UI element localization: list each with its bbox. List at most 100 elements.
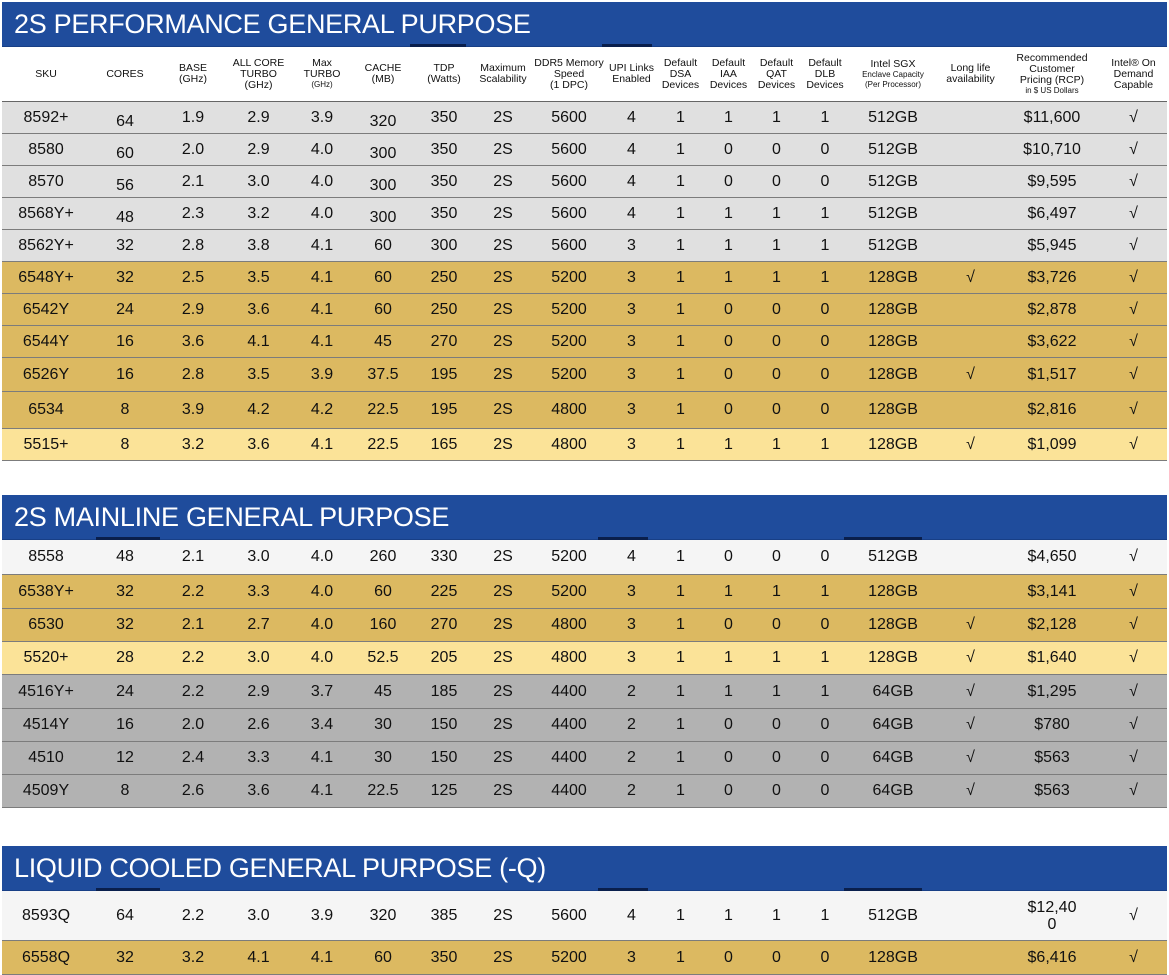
cell-iaa: 1 [724,682,733,700]
table-row: 6548Y+ 32 2.5 3.5 4.1 60 250 2S 5200 3 1 1 1 1 128GB √ $… [2,262,1167,294]
cell-cache: 300 [369,145,397,162]
cell-dsa: 1 [676,172,685,190]
cell-dlb: 0 [820,749,830,766]
column-header-ddr5-speed: DDR5 Memory Speed (1 DPC) [531,47,607,101]
header-marker [844,537,922,540]
cell-sku: 6544Y [22,332,70,350]
cell-long-life: √ [966,682,975,700]
cell-cache: 30 [374,716,392,733]
cell-upi-links: 4 [627,548,636,565]
cell-cores: 12 [116,749,134,766]
cell-qat: 0 [772,300,781,318]
cell-scalability: 2S [493,716,513,733]
cell-iaa: 0 [724,172,733,190]
cell-cache: 60 [374,300,392,318]
cell-cache: 22.5 [367,435,399,453]
table-body: 8592+ 64 1.9 2.9 3.9 320 350 2S 5600 4 1 1 1 1 512GB $1… [2,102,1167,461]
cell-scalability: 2S [493,401,513,418]
cell-tdp: 270 [430,616,458,633]
cell-dsa: 1 [676,401,685,418]
column-header-scalability: Maximum Scalability [475,47,531,101]
cell-sgx-capacity: 512GB [868,906,918,924]
cell-rcp-price: $3,726 [1027,268,1077,286]
cell-long-life [937,134,1004,165]
cell-qat: 1 [772,582,781,600]
cell-scalability: 2S [493,616,513,633]
cell-base: 2.2 [181,682,205,700]
cell-scalability: 2S [493,172,513,190]
cell-allcore: 2.6 [247,716,270,733]
cell-allcore: 3.5 [247,268,270,286]
cell-ddr5-speed: 5600 [551,906,587,924]
cell-scalability: 2S [493,300,513,318]
cell-sgx-capacity: 128GB [868,616,918,633]
cell-tdp: 350 [430,108,458,126]
cell-base: 2.1 [181,616,205,633]
cell-on-demand: √ [1129,649,1138,666]
cell-long-life [937,575,1004,608]
cell-dlb: 0 [820,401,830,418]
cell-dsa: 1 [676,749,685,766]
cell-qat: 0 [772,401,781,418]
cell-maxturbo: 4.1 [310,300,334,318]
cell-base: 2.2 [181,906,205,924]
table-row: 5520+ 28 2.2 3.0 4.0 52.5 205 2S 4800 3 1 1 1 1 128GB √… [2,642,1167,675]
column-header-label: Default DSA Devices [661,56,700,91]
cell-cache: 160 [369,616,397,633]
cell-scalability: 2S [493,140,513,158]
cell-dsa: 1 [676,140,685,158]
cell-allcore: 3.6 [247,300,270,318]
cell-qat: 0 [772,365,781,383]
cell-rcp-price: $1,099 [1027,435,1077,453]
cell-maxturbo: 4.1 [310,236,334,254]
column-header-label: Default IAA Devices [709,56,748,91]
cell-cache: 45 [374,682,392,700]
column-header-upi-links: UPI Links Enabled [607,47,656,101]
cell-tdp: 185 [430,682,458,700]
cell-on-demand: √ [1129,401,1138,418]
cell-sgx-capacity: 128GB [868,365,918,383]
cell-sgx-capacity: 64GB [872,749,914,766]
cell-sku: 4510 [28,749,64,766]
cell-cores: 32 [116,616,134,633]
cell-allcore: 3.3 [247,582,270,600]
cell-sku: 6534 [28,401,64,418]
cell-cores: 64 [116,113,134,130]
cell-on-demand: √ [1129,906,1138,924]
cell-sgx-capacity: 512GB [868,172,918,190]
cell-base: 2.3 [181,204,205,222]
column-header-label: Long life availability [946,62,995,85]
cell-scalability: 2S [493,906,513,924]
table-row: 8568Y+ 48 2.3 3.2 4.0 300 350 2S 5600 4 1 1 1 1 512GB $… [2,198,1167,230]
cell-base: 2.1 [181,548,205,565]
cell-iaa: 0 [724,716,733,733]
cell-dsa: 1 [676,716,685,733]
cell-dsa: 1 [676,948,685,966]
table-body: 8558 48 2.1 3.0 4.0 260 330 2S 5200 4 1 0 0 0 512GB $4,… [2,540,1167,808]
table-row: 6526Y 16 2.8 3.5 3.9 37.5 195 2S 5200 3 1 0 0 0 128GB √… [2,358,1167,392]
cell-maxturbo: 4.1 [310,268,334,286]
cell-cache: 45 [374,332,392,350]
cell-on-demand: √ [1129,435,1138,453]
table-row: 4516Y+ 24 2.2 2.9 3.7 45 185 2S 4400 2 1 1 1 1 64GB √ $1… [2,675,1167,709]
cell-sku: 8558 [28,548,64,565]
column-header-row: SKU CORES BASE (GHz) ALL CORE TURBO (GHz) Ma… [2,47,1167,102]
cell-tdp: 350 [430,140,458,158]
cell-sku: 8570 [28,172,64,190]
cell-sgx-capacity: 128GB [868,401,918,418]
cell-scalability: 2S [493,236,513,254]
cell-rcp-price: $1,517 [1027,365,1077,383]
cell-maxturbo: 3.9 [310,108,334,126]
cell-maxturbo: 4.1 [310,948,334,966]
cell-sgx-capacity: 128GB [868,300,918,318]
cell-ddr5-speed: 5600 [551,204,587,222]
cell-scalability: 2S [493,948,513,966]
cell-cache: 52.5 [367,649,399,666]
cell-sku: 8562Y+ [18,236,74,254]
cell-qat: 0 [772,172,781,190]
cell-scalability: 2S [493,435,513,453]
cell-cache: 30 [374,749,392,766]
cell-qat: 1 [772,236,781,254]
cell-ddr5-speed: 5600 [551,140,587,158]
table-row: 6558Q 32 3.2 4.1 4.1 60 350 2S 5200 3 1 0 0 0 128GB $6,… [2,941,1167,975]
